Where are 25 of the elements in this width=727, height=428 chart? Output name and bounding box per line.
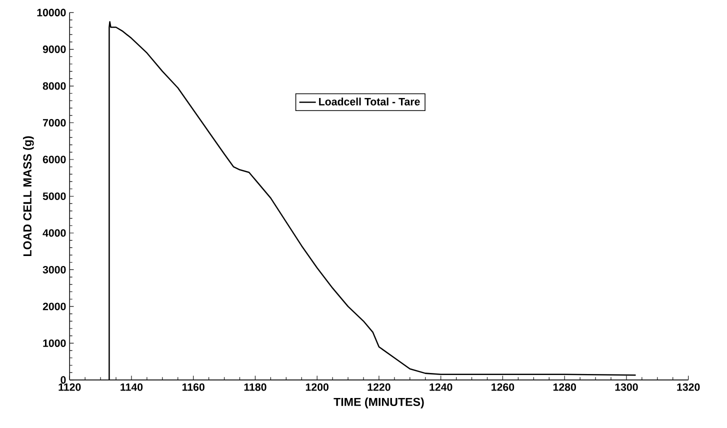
x-tick-label: 1180 [244,383,266,391]
y-tick-label: 10000 [37,8,66,16]
x-tick-label: 1240 [430,383,452,391]
y-tick-label: 1000 [43,339,66,347]
x-tick-label: 1320 [677,383,700,391]
x-tick-label: 1140 [120,383,143,391]
x-axis-title: TIME (MINUTES) [334,397,424,408]
x-tick-label: 1200 [306,383,328,391]
x-tick-label: 1220 [368,383,390,391]
y-tick-label: 8000 [42,82,66,90]
y-tick-label: 4000 [42,229,66,237]
legend-label: Loadcell Total - Tare [319,98,420,106]
x-tick-label: 1300 [615,383,638,391]
x-tick-label: 1120 [58,383,81,391]
y-tick-label: 0 [60,376,66,384]
y-tick-label: 2000 [42,302,66,310]
y-tick-label: 5000 [42,192,66,200]
x-tick-label: 1160 [182,383,204,391]
x-tick-label: 1260 [492,383,514,391]
y-tick-label: 7000 [42,118,66,126]
x-tick-label: 1280 [553,383,576,391]
y-tick-label: 6000 [42,156,66,164]
y-tick-label: 9000 [42,45,66,53]
y-tick-label: 3000 [42,266,66,274]
y-axis-title: LOAD CELL MASS (g) [22,136,34,256]
